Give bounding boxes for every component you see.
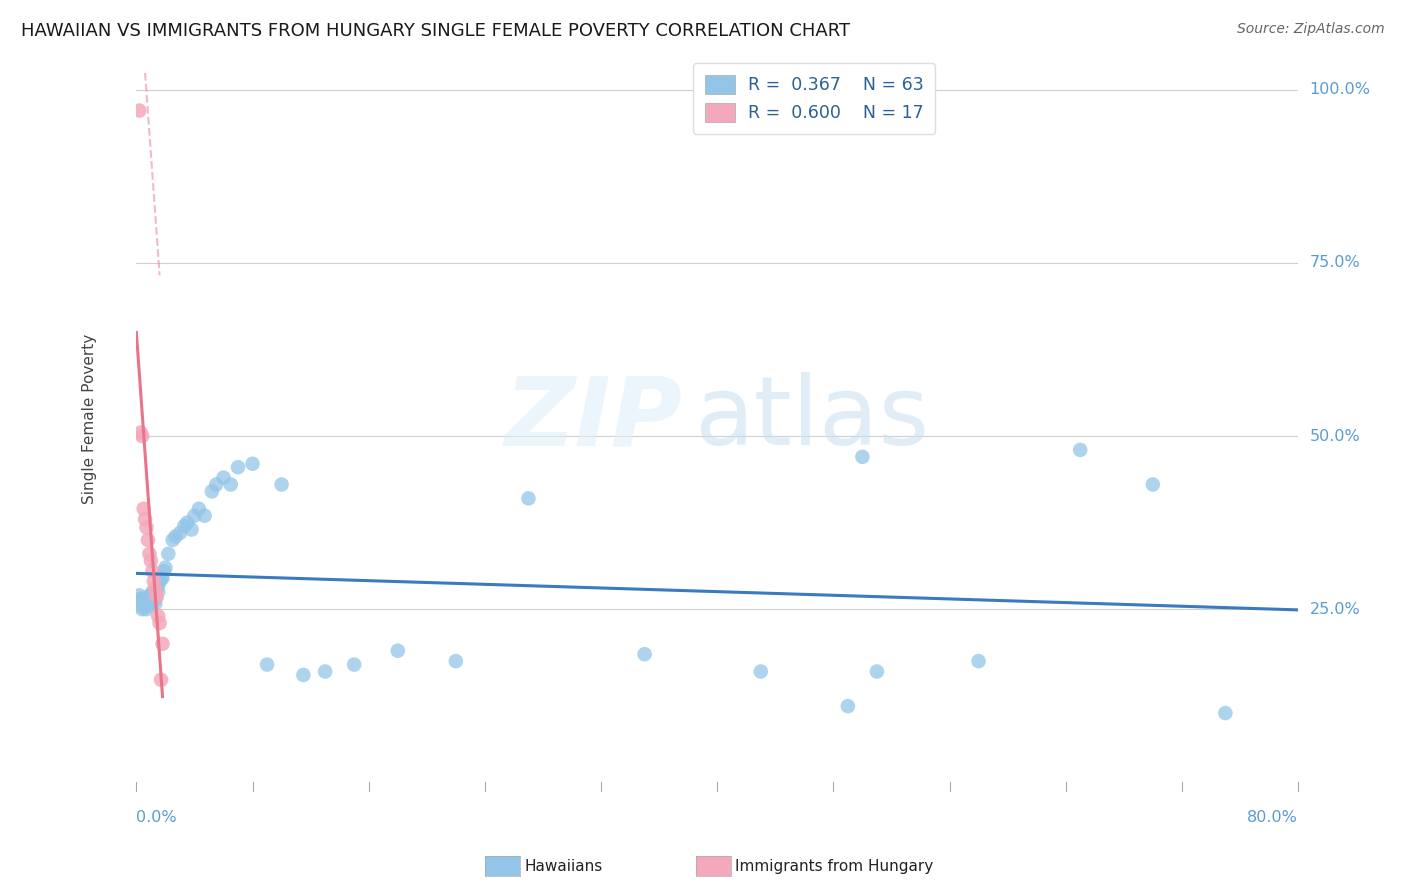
Point	[270, 477, 292, 491]
Point	[1142, 477, 1164, 491]
Text: Single Female Poverty: Single Female Poverty	[83, 334, 97, 504]
Point	[146, 578, 169, 592]
Point	[145, 590, 167, 604]
Point	[138, 547, 160, 561]
Point	[141, 590, 163, 604]
Point	[150, 571, 173, 585]
Point	[517, 491, 540, 506]
Text: 25.0%: 25.0%	[1309, 602, 1361, 616]
Point	[141, 585, 163, 599]
Point	[136, 533, 159, 547]
Point	[134, 599, 156, 613]
Point	[387, 644, 409, 658]
Point	[153, 564, 176, 578]
Point	[132, 591, 155, 606]
Point	[132, 597, 155, 611]
Point	[136, 590, 159, 604]
Point	[183, 508, 205, 523]
Point	[165, 529, 187, 543]
Point	[131, 595, 153, 609]
Point	[139, 595, 162, 609]
Point	[212, 470, 235, 484]
Point	[219, 477, 242, 491]
Text: 50.0%: 50.0%	[1309, 428, 1361, 443]
Point	[152, 637, 174, 651]
Point	[155, 560, 177, 574]
Point	[837, 699, 859, 714]
Text: 0.0%: 0.0%	[136, 810, 177, 825]
Point	[967, 654, 990, 668]
Point	[187, 501, 209, 516]
Point	[201, 484, 224, 499]
Point	[132, 501, 155, 516]
Point	[143, 597, 166, 611]
Text: Source: ZipAtlas.com: Source: ZipAtlas.com	[1237, 22, 1385, 37]
Point	[136, 599, 159, 613]
Point	[150, 673, 173, 687]
Point	[146, 585, 169, 599]
Point	[292, 668, 315, 682]
Text: HAWAIIAN VS IMMIGRANTS FROM HUNGARY SINGLE FEMALE POVERTY CORRELATION CHART: HAWAIIAN VS IMMIGRANTS FROM HUNGARY SING…	[21, 22, 851, 40]
Legend: R =  0.367    N = 63, R =  0.600    N = 17: R = 0.367 N = 63, R = 0.600 N = 17	[693, 63, 935, 134]
Point	[149, 574, 172, 589]
Point	[128, 588, 150, 602]
Point	[138, 594, 160, 608]
Point	[134, 594, 156, 608]
Point	[129, 599, 152, 613]
Text: ZIP: ZIP	[505, 372, 682, 466]
Point	[851, 450, 873, 464]
Text: 75.0%: 75.0%	[1309, 255, 1361, 270]
Point	[173, 519, 195, 533]
Point	[343, 657, 366, 672]
Point	[128, 103, 150, 118]
Point	[205, 477, 228, 491]
Point	[135, 520, 157, 534]
Point	[180, 523, 202, 537]
Point	[142, 574, 165, 589]
Point	[157, 547, 180, 561]
Point	[256, 657, 278, 672]
Point	[226, 460, 249, 475]
Point	[135, 595, 157, 609]
Point	[242, 457, 264, 471]
Point	[1069, 442, 1091, 457]
Point	[176, 516, 198, 530]
Point	[139, 588, 162, 602]
Point	[131, 429, 153, 443]
Point	[129, 425, 152, 440]
Point	[866, 665, 889, 679]
Point	[131, 602, 153, 616]
Point	[194, 508, 217, 523]
Point	[146, 609, 169, 624]
Point	[1215, 706, 1237, 720]
Point	[145, 582, 167, 596]
Text: 100.0%: 100.0%	[1309, 82, 1371, 97]
Text: Immigrants from Hungary: Immigrants from Hungary	[735, 859, 934, 873]
Point	[134, 512, 156, 526]
Point	[169, 526, 191, 541]
Point	[142, 587, 165, 601]
Point	[141, 564, 163, 578]
Point	[143, 591, 166, 606]
Point	[135, 602, 157, 616]
Point	[162, 533, 184, 547]
Point	[138, 597, 160, 611]
Point	[633, 647, 655, 661]
Text: Hawaiians: Hawaiians	[524, 859, 603, 873]
Point	[314, 665, 336, 679]
Point	[129, 591, 152, 606]
Point	[139, 554, 162, 568]
Point	[749, 665, 772, 679]
Point	[152, 571, 174, 585]
Point	[444, 654, 467, 668]
Text: 80.0%: 80.0%	[1247, 810, 1298, 825]
Point	[149, 615, 172, 630]
Point	[143, 582, 166, 597]
Text: atlas: atlas	[695, 372, 929, 466]
